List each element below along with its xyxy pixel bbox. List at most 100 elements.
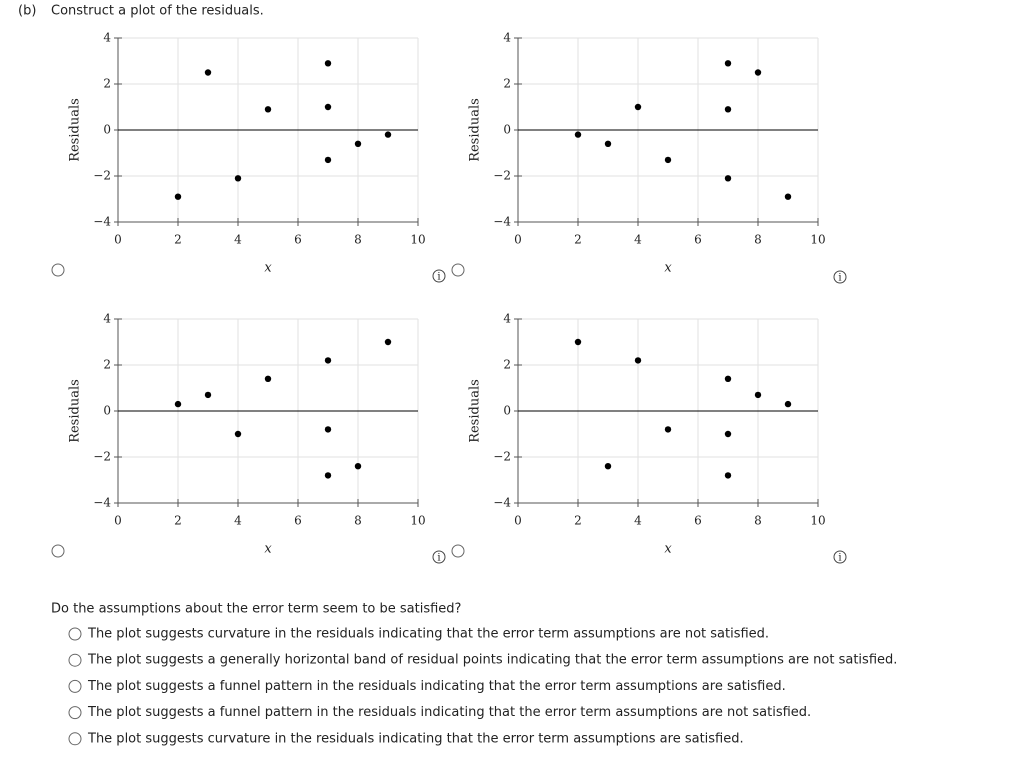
- residual-plot: 0 2 4 6 8 10 −4 −2 0 2 4 x Residuals: [468, 312, 826, 557]
- point: [234, 430, 242, 438]
- x-tick-label: 2: [174, 233, 182, 247]
- answer-radio[interactable]: [68, 679, 82, 693]
- y-tick-label: 0: [503, 123, 511, 137]
- point: [324, 103, 332, 111]
- y-tick-label: 4: [103, 31, 111, 45]
- point: [784, 193, 792, 200]
- x-tick-label: 0: [514, 514, 522, 528]
- y-tick-label: 4: [503, 31, 511, 45]
- point: [574, 338, 582, 346]
- plot-choice[interactable]: [451, 544, 465, 558]
- y-tick-label: 2: [103, 77, 111, 91]
- x-tick-label: 10: [810, 514, 825, 528]
- y-tick-label: 4: [503, 312, 511, 326]
- x-tick-label: 2: [174, 514, 182, 528]
- x-tick-label: 6: [294, 233, 302, 247]
- residual-plot: 0 2 4 6 8 10 −4 −2 0 2 4 x Residuals: [68, 312, 426, 557]
- x-axis-label: x: [664, 542, 672, 557]
- x-axis-label: x: [264, 542, 272, 557]
- point: [604, 463, 612, 470]
- y-tick-label: −4: [93, 496, 111, 510]
- answer-radio[interactable]: [68, 653, 82, 667]
- x-tick-label: 0: [114, 514, 122, 528]
- answer-option[interactable]: The plot suggests a funnel pattern in th…: [87, 705, 811, 720]
- x-tick-label: 10: [410, 514, 425, 528]
- y-tick-label: −4: [93, 215, 111, 229]
- point: [324, 426, 332, 433]
- x-tick-label: 4: [234, 233, 242, 247]
- point: [664, 426, 672, 433]
- plot-choice[interactable]: [51, 544, 65, 558]
- point: [324, 357, 332, 364]
- y-tick-label: −4: [493, 215, 511, 229]
- x-tick-label: 8: [754, 514, 762, 528]
- y-tick-label: −2: [93, 450, 111, 464]
- point: [234, 175, 242, 182]
- answer-radio[interactable]: [68, 627, 82, 641]
- point: [264, 106, 272, 113]
- answer-option[interactable]: The plot suggests curvature in the resid…: [87, 627, 769, 642]
- point: [574, 131, 582, 138]
- answer-radio[interactable]: [68, 706, 82, 720]
- y-tick-label: 0: [103, 123, 111, 137]
- y-tick-label: −4: [493, 496, 511, 510]
- point: [634, 357, 642, 364]
- point: [354, 463, 362, 470]
- point: [724, 375, 732, 382]
- point: [204, 69, 212, 76]
- point: [724, 472, 732, 479]
- plot-choice[interactable]: [451, 263, 465, 277]
- instruction: Construct a plot of the residuals.: [51, 4, 264, 19]
- point: [324, 156, 332, 164]
- point: [754, 69, 762, 76]
- x-tick-label: 6: [294, 514, 302, 528]
- info-icon[interactable]: i: [833, 270, 847, 284]
- y-axis-label: Residuals: [68, 379, 83, 443]
- x-tick-label: 0: [514, 233, 522, 247]
- info-icon[interactable]: i: [432, 550, 446, 564]
- point: [354, 140, 362, 147]
- point: [324, 472, 332, 479]
- answer-option[interactable]: The plot suggests a generally horizontal…: [87, 653, 897, 668]
- svg-text:i: i: [437, 553, 440, 564]
- svg-text:i: i: [838, 273, 841, 284]
- x-tick-label: 2: [574, 514, 582, 528]
- point: [264, 375, 272, 382]
- plot-choice[interactable]: [51, 263, 65, 277]
- info-icon[interactable]: i: [833, 550, 847, 564]
- x-tick-label: 0: [114, 233, 122, 247]
- residual-plot: 0 2 4 6 8 10 −4 −2 0 2 4 x Residuals: [468, 31, 826, 276]
- point: [384, 131, 392, 138]
- y-axis-label: Residuals: [468, 98, 483, 162]
- point: [384, 338, 392, 346]
- x-tick-label: 4: [234, 514, 242, 528]
- info-icon[interactable]: i: [432, 269, 446, 283]
- point: [324, 60, 332, 67]
- point: [724, 106, 732, 113]
- x-axis-label: x: [264, 261, 272, 276]
- options: The plot suggests curvature in the resid…: [68, 627, 897, 746]
- point: [174, 400, 182, 408]
- y-tick-label: −2: [93, 169, 111, 183]
- x-tick-label: 4: [634, 233, 642, 247]
- y-tick-label: 0: [503, 404, 511, 418]
- y-axis-label: Residuals: [468, 379, 483, 443]
- point: [174, 193, 182, 200]
- point: [754, 391, 762, 399]
- answer-option[interactable]: The plot suggests a funnel pattern in th…: [87, 679, 786, 694]
- y-tick-label: 0: [103, 404, 111, 418]
- question: Do the assumptions about the error term …: [51, 602, 461, 617]
- svg-text:i: i: [838, 553, 841, 564]
- y-tick-label: 2: [503, 77, 511, 91]
- x-tick-label: 6: [694, 233, 702, 247]
- residual-plot: 0 2 4 6 8 10 −4 −2 0 2 4 x Residuals: [68, 31, 426, 276]
- answer-radio[interactable]: [68, 732, 82, 746]
- x-tick-label: 8: [754, 233, 762, 247]
- y-tick-label: 2: [103, 358, 111, 372]
- point: [784, 400, 792, 408]
- point: [724, 60, 732, 67]
- answer-option[interactable]: The plot suggests curvature in the resid…: [87, 731, 744, 746]
- y-tick-label: −2: [493, 169, 511, 183]
- x-tick-label: 10: [410, 233, 425, 247]
